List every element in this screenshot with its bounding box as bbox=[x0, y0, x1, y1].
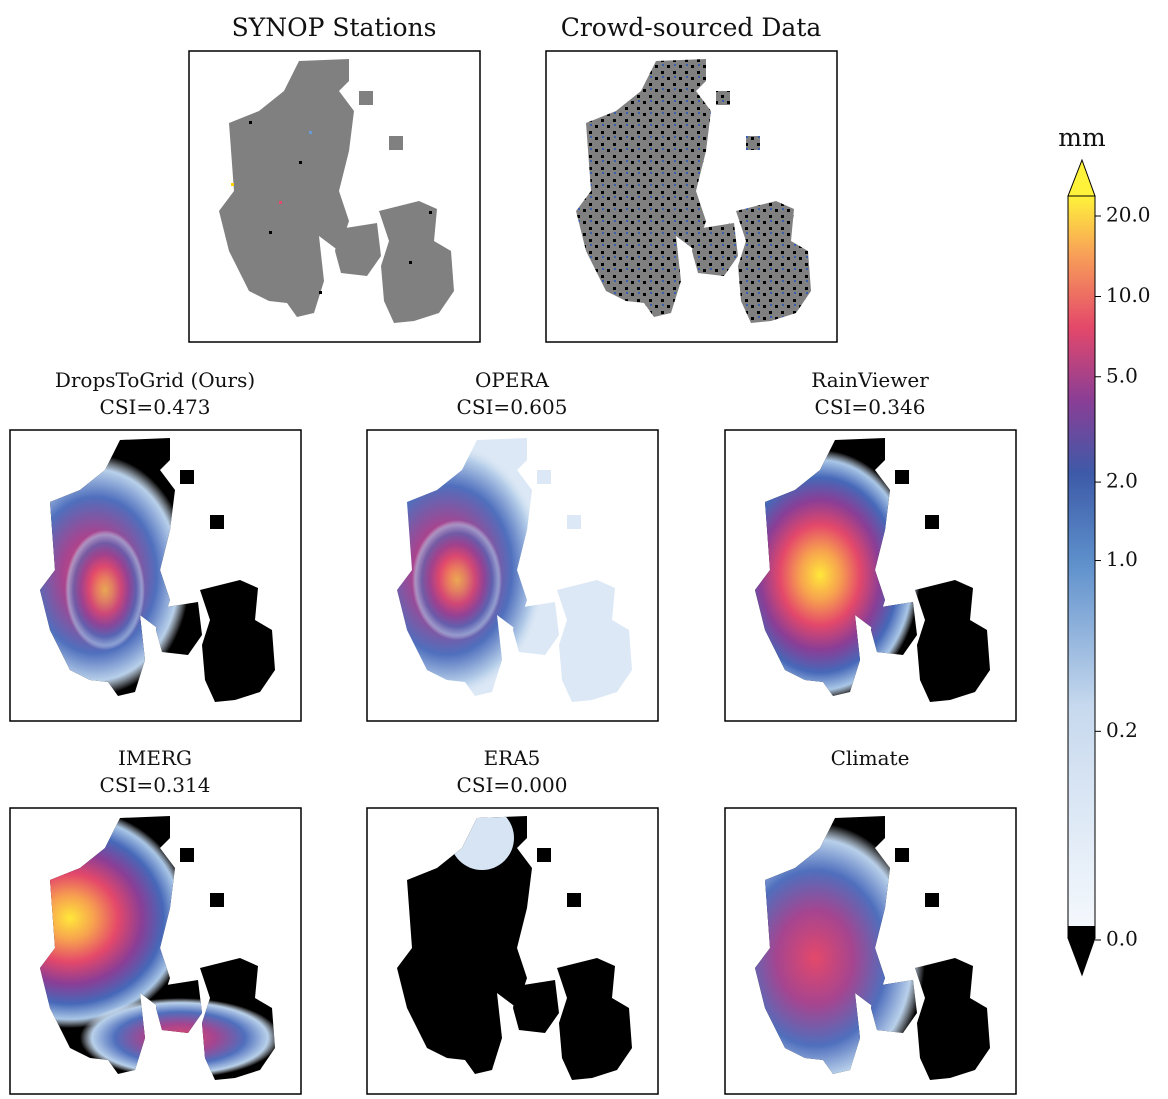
tick-label: 2.0 bbox=[1106, 469, 1138, 493]
panel-title: RainViewer bbox=[811, 368, 929, 392]
tick-label: 20.0 bbox=[1106, 203, 1151, 227]
panel-title: Climate bbox=[831, 746, 910, 770]
map-panel bbox=[546, 51, 837, 342]
panel-title: Crowd-sourced Data bbox=[561, 13, 822, 42]
figure: SYNOP Stations Crowd-sourced Data bbox=[0, 0, 1168, 1095]
colorbar-label: mm bbox=[1058, 123, 1106, 152]
panel-title: SYNOP Stations bbox=[232, 13, 437, 42]
map-panel bbox=[0, 808, 301, 1094]
tick-label: 1.0 bbox=[1106, 547, 1138, 571]
panel-title: OPERA bbox=[475, 368, 550, 392]
panel-title: ERA5 bbox=[484, 746, 541, 770]
tick-label: 0.0 bbox=[1106, 927, 1138, 951]
map-panel bbox=[705, 808, 1016, 1094]
csi-score: CSI=0.473 bbox=[100, 395, 211, 419]
csi-score: CSI=0.605 bbox=[457, 395, 568, 419]
panel-title: DropsToGrid (Ours) bbox=[55, 368, 255, 392]
csi-score: CSI=0.314 bbox=[100, 773, 211, 797]
map-panel bbox=[0, 430, 301, 721]
map-panel bbox=[720, 430, 1016, 721]
page: { "top_panels": [ {"title": "SYNOP Stati… bbox=[0, 0, 1168, 1095]
map-panel bbox=[347, 430, 658, 721]
map-panel bbox=[189, 51, 480, 342]
csi-score: CSI=0.000 bbox=[457, 773, 568, 797]
panel-title: IMERG bbox=[118, 746, 192, 770]
map-panel bbox=[367, 806, 658, 1094]
colorbar bbox=[1068, 160, 1095, 975]
tick-label: 0.2 bbox=[1106, 718, 1138, 742]
csi-score: CSI=0.346 bbox=[815, 395, 926, 419]
tick-label: 10.0 bbox=[1106, 283, 1151, 307]
tick-label: 5.0 bbox=[1106, 363, 1138, 387]
